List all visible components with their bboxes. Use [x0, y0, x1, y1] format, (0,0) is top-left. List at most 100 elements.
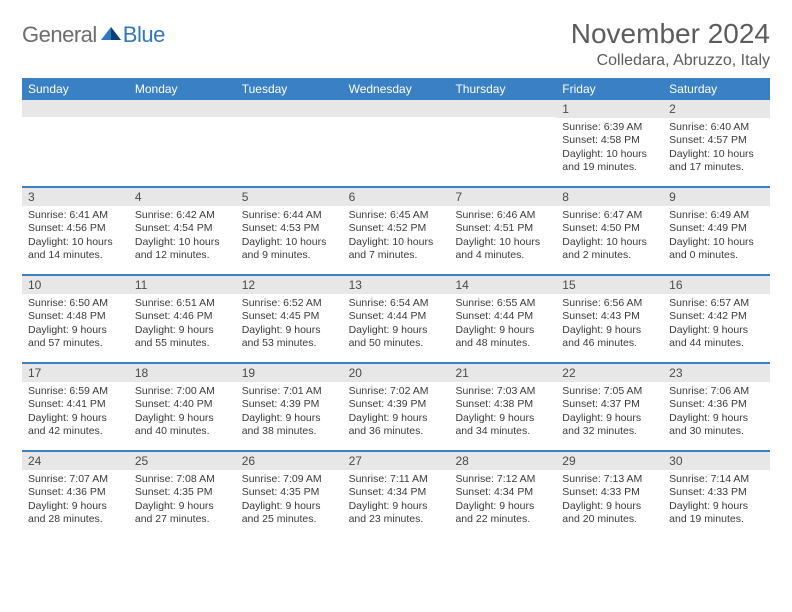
day-cell: 6Sunrise: 6:45 AMSunset: 4:52 PMDaylight…: [343, 188, 450, 274]
dow-row: Sunday Monday Tuesday Wednesday Thursday…: [22, 78, 770, 100]
day-body: [22, 117, 129, 177]
day-body: Sunrise: 6:40 AMSunset: 4:57 PMDaylight:…: [663, 118, 770, 181]
day-cell: 24Sunrise: 7:07 AMSunset: 4:36 PMDayligh…: [22, 452, 129, 538]
day-number: 28: [449, 452, 556, 470]
sunrise-text: Sunrise: 6:55 AM: [455, 297, 550, 310]
sunrise-text: Sunrise: 6:49 AM: [669, 209, 764, 222]
day-body: Sunrise: 6:50 AMSunset: 4:48 PMDaylight:…: [22, 294, 129, 357]
day-body: Sunrise: 6:49 AMSunset: 4:49 PMDaylight:…: [663, 206, 770, 269]
title-month: November 2024: [571, 18, 770, 50]
day-body: Sunrise: 7:00 AMSunset: 4:40 PMDaylight:…: [129, 382, 236, 445]
header: General Blue November 2024 Colledara, Ab…: [22, 18, 770, 70]
day-cell: 9Sunrise: 6:49 AMSunset: 4:49 PMDaylight…: [663, 188, 770, 274]
week-row: 1Sunrise: 6:39 AMSunset: 4:58 PMDaylight…: [22, 100, 770, 186]
sunset-text: Sunset: 4:37 PM: [562, 398, 657, 411]
day-body: Sunrise: 7:02 AMSunset: 4:39 PMDaylight:…: [343, 382, 450, 445]
sunrise-text: Sunrise: 6:56 AM: [562, 297, 657, 310]
daylight-text: Daylight: 10 hours and 12 minutes.: [135, 236, 230, 263]
day-number: 13: [343, 276, 450, 294]
sunset-text: Sunset: 4:53 PM: [242, 222, 337, 235]
day-number: 17: [22, 364, 129, 382]
day-cell: 2Sunrise: 6:40 AMSunset: 4:57 PMDaylight…: [663, 100, 770, 186]
sunset-text: Sunset: 4:44 PM: [349, 310, 444, 323]
day-number: 19: [236, 364, 343, 382]
day-number: 20: [343, 364, 450, 382]
day-cell: 22Sunrise: 7:05 AMSunset: 4:37 PMDayligh…: [556, 364, 663, 450]
day-cell: [22, 100, 129, 186]
day-cell: 21Sunrise: 7:03 AMSunset: 4:38 PMDayligh…: [449, 364, 556, 450]
day-number: 11: [129, 276, 236, 294]
day-cell: 16Sunrise: 6:57 AMSunset: 4:42 PMDayligh…: [663, 276, 770, 362]
sunset-text: Sunset: 4:49 PM: [669, 222, 764, 235]
day-body: Sunrise: 6:55 AMSunset: 4:44 PMDaylight:…: [449, 294, 556, 357]
sunset-text: Sunset: 4:36 PM: [669, 398, 764, 411]
dow-saturday: Saturday: [663, 78, 770, 100]
day-body: Sunrise: 7:09 AMSunset: 4:35 PMDaylight:…: [236, 470, 343, 533]
day-body: Sunrise: 6:51 AMSunset: 4:46 PMDaylight:…: [129, 294, 236, 357]
sunrise-text: Sunrise: 7:07 AM: [28, 473, 123, 486]
daylight-text: Daylight: 10 hours and 9 minutes.: [242, 236, 337, 263]
daylight-text: Daylight: 9 hours and 19 minutes.: [669, 500, 764, 527]
sunset-text: Sunset: 4:46 PM: [135, 310, 230, 323]
sunset-text: Sunset: 4:35 PM: [135, 486, 230, 499]
day-cell: 8Sunrise: 6:47 AMSunset: 4:50 PMDaylight…: [556, 188, 663, 274]
sunrise-text: Sunrise: 7:13 AM: [562, 473, 657, 486]
logo-mark-icon: [101, 24, 121, 40]
day-body: Sunrise: 7:05 AMSunset: 4:37 PMDaylight:…: [556, 382, 663, 445]
sunset-text: Sunset: 4:34 PM: [455, 486, 550, 499]
day-cell: 27Sunrise: 7:11 AMSunset: 4:34 PMDayligh…: [343, 452, 450, 538]
day-cell: 28Sunrise: 7:12 AMSunset: 4:34 PMDayligh…: [449, 452, 556, 538]
day-body: Sunrise: 6:39 AMSunset: 4:58 PMDaylight:…: [556, 118, 663, 181]
day-number: 1: [556, 100, 663, 118]
day-body: [236, 117, 343, 177]
day-body: Sunrise: 6:59 AMSunset: 4:41 PMDaylight:…: [22, 382, 129, 445]
day-body: Sunrise: 7:13 AMSunset: 4:33 PMDaylight:…: [556, 470, 663, 533]
day-cell: 23Sunrise: 7:06 AMSunset: 4:36 PMDayligh…: [663, 364, 770, 450]
day-cell: [129, 100, 236, 186]
day-body: Sunrise: 6:52 AMSunset: 4:45 PMDaylight:…: [236, 294, 343, 357]
day-body: Sunrise: 7:07 AMSunset: 4:36 PMDaylight:…: [22, 470, 129, 533]
day-cell: [343, 100, 450, 186]
day-number: 3: [22, 188, 129, 206]
daylight-text: Daylight: 10 hours and 7 minutes.: [349, 236, 444, 263]
sunset-text: Sunset: 4:33 PM: [669, 486, 764, 499]
sunrise-text: Sunrise: 6:44 AM: [242, 209, 337, 222]
day-body: Sunrise: 6:57 AMSunset: 4:42 PMDaylight:…: [663, 294, 770, 357]
day-number: 23: [663, 364, 770, 382]
daylight-text: Daylight: 10 hours and 17 minutes.: [669, 148, 764, 175]
daylight-text: Daylight: 9 hours and 44 minutes.: [669, 324, 764, 351]
daylight-text: Daylight: 9 hours and 57 minutes.: [28, 324, 123, 351]
day-body: Sunrise: 6:44 AMSunset: 4:53 PMDaylight:…: [236, 206, 343, 269]
sunrise-text: Sunrise: 7:00 AM: [135, 385, 230, 398]
daylight-text: Daylight: 9 hours and 30 minutes.: [669, 412, 764, 439]
title-block: November 2024 Colledara, Abruzzo, Italy: [571, 18, 770, 70]
daylight-text: Daylight: 10 hours and 4 minutes.: [455, 236, 550, 263]
daylight-text: Daylight: 9 hours and 46 minutes.: [562, 324, 657, 351]
daylight-text: Daylight: 9 hours and 25 minutes.: [242, 500, 337, 527]
day-body: Sunrise: 6:56 AMSunset: 4:43 PMDaylight:…: [556, 294, 663, 357]
day-body: Sunrise: 7:12 AMSunset: 4:34 PMDaylight:…: [449, 470, 556, 533]
day-body: Sunrise: 7:14 AMSunset: 4:33 PMDaylight:…: [663, 470, 770, 533]
day-number: 22: [556, 364, 663, 382]
daylight-text: Daylight: 9 hours and 50 minutes.: [349, 324, 444, 351]
daylight-text: Daylight: 9 hours and 32 minutes.: [562, 412, 657, 439]
day-number: 29: [556, 452, 663, 470]
sunrise-text: Sunrise: 6:59 AM: [28, 385, 123, 398]
sunset-text: Sunset: 4:42 PM: [669, 310, 764, 323]
day-cell: 20Sunrise: 7:02 AMSunset: 4:39 PMDayligh…: [343, 364, 450, 450]
sunrise-text: Sunrise: 7:14 AM: [669, 473, 764, 486]
day-body: Sunrise: 6:42 AMSunset: 4:54 PMDaylight:…: [129, 206, 236, 269]
day-cell: 10Sunrise: 6:50 AMSunset: 4:48 PMDayligh…: [22, 276, 129, 362]
day-body: Sunrise: 7:06 AMSunset: 4:36 PMDaylight:…: [663, 382, 770, 445]
day-number: 12: [236, 276, 343, 294]
daylight-text: Daylight: 10 hours and 0 minutes.: [669, 236, 764, 263]
sunset-text: Sunset: 4:34 PM: [349, 486, 444, 499]
day-cell: 18Sunrise: 7:00 AMSunset: 4:40 PMDayligh…: [129, 364, 236, 450]
day-cell: 14Sunrise: 6:55 AMSunset: 4:44 PMDayligh…: [449, 276, 556, 362]
dow-friday: Friday: [556, 78, 663, 100]
day-cell: 26Sunrise: 7:09 AMSunset: 4:35 PMDayligh…: [236, 452, 343, 538]
daylight-text: Daylight: 9 hours and 42 minutes.: [28, 412, 123, 439]
sunrise-text: Sunrise: 6:39 AM: [562, 121, 657, 134]
sunset-text: Sunset: 4:48 PM: [28, 310, 123, 323]
day-number: 30: [663, 452, 770, 470]
